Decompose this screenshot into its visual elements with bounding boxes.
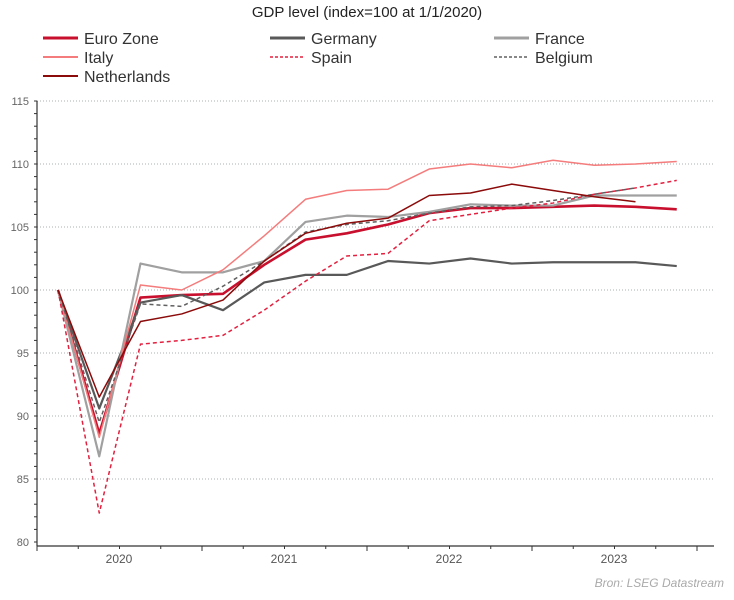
x-tick-label: 2023 bbox=[601, 552, 628, 566]
legend-item: Belgium bbox=[494, 50, 593, 67]
x-tick-label: 2021 bbox=[271, 552, 298, 566]
legend-item: Italy bbox=[43, 50, 113, 67]
series-line-italy bbox=[57, 159, 677, 439]
chart-title: GDP level (index=100 at 1/1/2020) bbox=[252, 4, 482, 21]
y-tick-label: 100 bbox=[11, 285, 29, 297]
legend-item: Euro Zone bbox=[43, 31, 159, 48]
legend-label: Italy bbox=[84, 50, 113, 67]
legend-label: Germany bbox=[311, 31, 377, 48]
series-line-euro-zone bbox=[56, 204, 677, 435]
gridlines bbox=[37, 100, 714, 480]
legend-label: Netherlands bbox=[84, 69, 170, 86]
series-line-spain bbox=[57, 179, 677, 514]
y-tick-label: 85 bbox=[17, 474, 29, 486]
legend-item: Netherlands bbox=[43, 69, 170, 86]
series-line-france bbox=[56, 194, 677, 458]
x-tick-label: 2020 bbox=[106, 552, 133, 566]
legend-label: France bbox=[535, 31, 585, 48]
y-tick-label: 95 bbox=[17, 348, 29, 360]
y-tick-label: 105 bbox=[11, 222, 29, 234]
y-tick-label: 80 bbox=[17, 537, 29, 549]
y-tick-label: 90 bbox=[17, 411, 29, 423]
y-tick-label: 115 bbox=[11, 96, 29, 108]
series-line-germany bbox=[56, 257, 677, 410]
y-tick-label: 110 bbox=[11, 159, 29, 171]
series-line-netherlands bbox=[57, 183, 636, 398]
legend-label: Spain bbox=[311, 50, 352, 67]
legend-item: Germany bbox=[270, 31, 377, 48]
source-note: Bron: LSEG Datastream bbox=[595, 576, 724, 590]
legend-item: France bbox=[494, 31, 585, 48]
x-tick-label: 2022 bbox=[436, 552, 463, 566]
series-lines bbox=[56, 159, 677, 514]
legend-label: Euro Zone bbox=[84, 31, 159, 48]
legend: Euro Zone Germany France Italy Spain Belgium N… bbox=[43, 31, 593, 86]
series-line-belgium bbox=[57, 187, 636, 424]
legend-item: Spain bbox=[270, 50, 352, 67]
axes: 80 85 90 95 100 105 110 115 2020 2021 2022 2023 bbox=[11, 96, 714, 566]
legend-label: Belgium bbox=[535, 50, 593, 67]
